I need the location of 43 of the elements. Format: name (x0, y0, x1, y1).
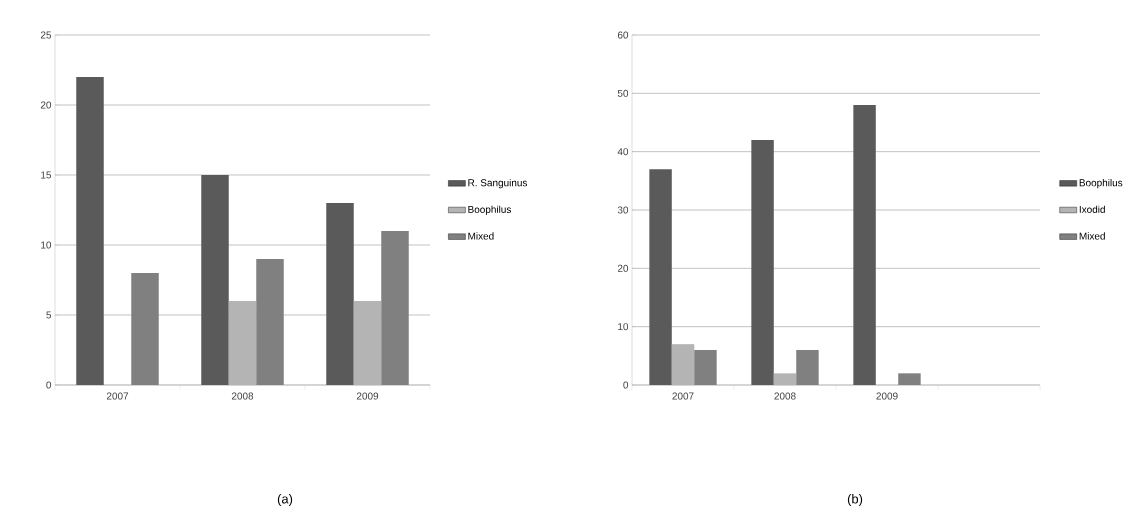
bar (853, 105, 876, 385)
x-tick-label: 2007 (106, 392, 129, 400)
y-tick-label: 5 (46, 311, 52, 319)
y-tick-label: 25 (40, 31, 52, 39)
y-tick-label: 0 (46, 381, 52, 389)
bar (228, 301, 257, 385)
bar (751, 140, 774, 385)
bar (76, 77, 104, 385)
legend-label: Boophilus (1079, 179, 1123, 189)
bar (381, 231, 409, 385)
bar (353, 301, 382, 385)
bar (773, 373, 797, 385)
y-tick-label: 15 (41, 171, 52, 179)
legend-label: Boophilus (468, 205, 511, 215)
bar (796, 350, 819, 385)
x-tick-label: 2008 (231, 392, 254, 400)
text: (b) (847, 493, 863, 507)
bar (671, 344, 695, 385)
text: (a) (277, 493, 293, 507)
legend-label: Ixodid (1079, 205, 1105, 213)
y-tick-label: 10 (41, 241, 52, 249)
bar (649, 169, 672, 385)
x-tick-label: 2009 (356, 392, 379, 400)
y-tick-label: 10 (618, 323, 629, 331)
y-tick-label: 20 (617, 264, 629, 272)
y-tick-label: 40 (617, 148, 629, 156)
bar (201, 175, 229, 385)
bar (131, 273, 159, 385)
y-tick-label: 50 (617, 89, 629, 97)
x-tick-label: 2007 (672, 392, 694, 400)
bar (256, 259, 284, 385)
y-tick-label: 20 (40, 101, 52, 109)
legend-label: Mixed (1079, 232, 1105, 240)
x-tick-label: 2009 (876, 392, 898, 400)
bar (694, 350, 717, 385)
bar (326, 203, 354, 385)
x-tick-label: 2008 (774, 392, 796, 400)
legend-label: R. Sanguinus (468, 178, 528, 189)
y-tick-label: 0 (623, 381, 629, 389)
y-tick-label: 60 (617, 31, 629, 39)
bar (898, 373, 921, 385)
y-tick-label: 30 (617, 206, 629, 214)
legend-label: Mixed (468, 232, 494, 240)
